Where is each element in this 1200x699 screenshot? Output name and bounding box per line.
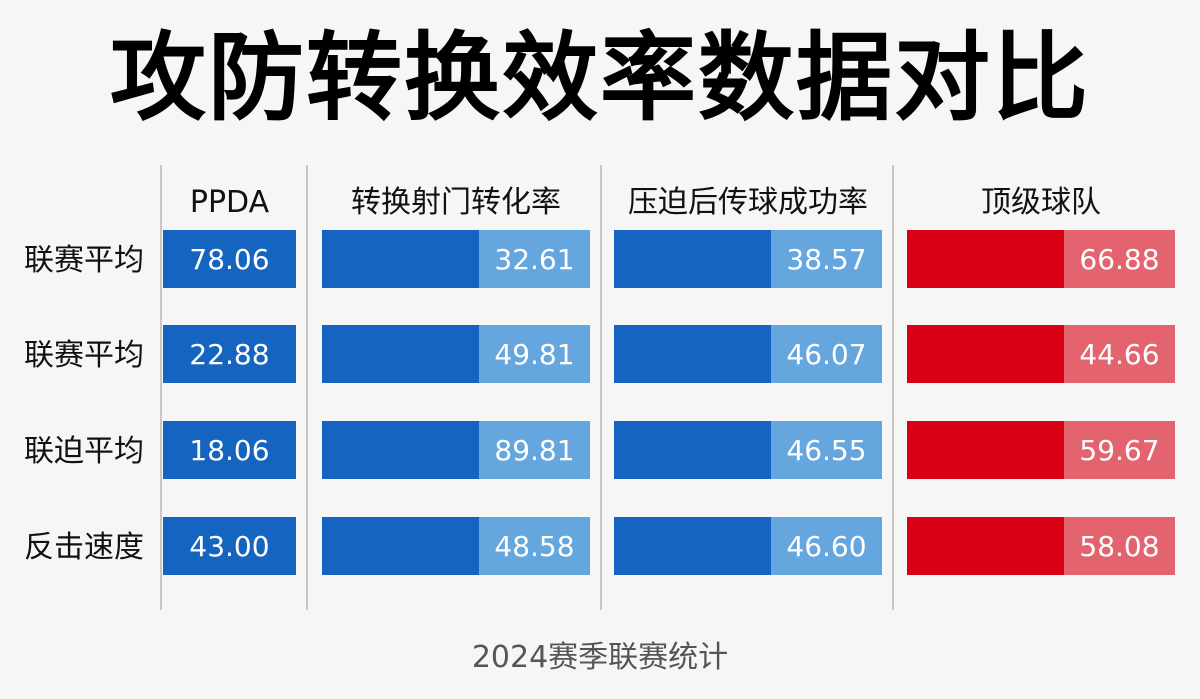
bar-segment-light — [1064, 230, 1175, 288]
bar-segment-dark — [163, 421, 296, 479]
bar-segment-light — [479, 325, 590, 383]
bar-segment-dark — [907, 421, 1064, 479]
bar-segment-dark — [614, 230, 771, 288]
value-label: 43.00 — [189, 530, 269, 563]
row-label: 联赛平均 — [24, 338, 144, 373]
bar-segment-dark — [163, 517, 296, 575]
row-label: 联赛平均 — [24, 243, 144, 278]
value-label: 38.57 — [786, 243, 866, 276]
value-label: 46.07 — [786, 338, 866, 371]
bar-segment-dark — [614, 517, 771, 575]
bar-segment-dark — [614, 325, 771, 383]
bar-segment-light — [479, 421, 590, 479]
bar-segment-dark — [907, 230, 1064, 288]
bar-segment-dark — [907, 325, 1064, 383]
value-label: 59.67 — [1079, 434, 1159, 467]
value-label: 46.55 — [786, 434, 866, 467]
bar-segment-dark — [322, 325, 479, 383]
chart-footer: 2024赛季联赛统计 — [471, 640, 729, 675]
value-label: 18.06 — [189, 434, 269, 467]
row-label: 联迫平均 — [24, 434, 144, 469]
bar-segment-dark — [163, 325, 296, 383]
value-label: 48.58 — [494, 530, 574, 563]
bar-segment-light — [771, 230, 882, 288]
bar-segment-dark — [322, 517, 479, 575]
value-label: 89.81 — [494, 434, 574, 467]
bar-segment-light — [1064, 325, 1175, 383]
bar-segment-dark — [614, 421, 771, 479]
bar-segment-dark — [163, 230, 296, 288]
value-label: 49.81 — [494, 338, 574, 371]
column-header: 压迫后传球成功率 — [628, 185, 868, 220]
value-label: 66.88 — [1079, 243, 1159, 276]
row-label: 反击速度 — [24, 530, 144, 565]
bar-segment-dark — [907, 517, 1064, 575]
bar-segment-dark — [322, 230, 479, 288]
bar-segment-light — [771, 421, 882, 479]
value-label: 58.08 — [1079, 530, 1159, 563]
value-label: 78.06 — [189, 243, 269, 276]
column-header: 转换射门转化率 — [351, 185, 561, 220]
bar-segment-light — [771, 325, 882, 383]
bar-segment-light — [1064, 421, 1175, 479]
value-label: 44.66 — [1079, 338, 1159, 371]
value-label: 46.60 — [786, 530, 866, 563]
bar-segment-light — [479, 517, 590, 575]
bar-segment-light — [771, 517, 882, 575]
chart-title: 攻防转换效率数据对比 — [110, 22, 1090, 134]
column-header: PPDA — [190, 185, 270, 220]
bar-segment-dark — [322, 421, 479, 479]
bar-segment-light — [1064, 517, 1175, 575]
value-label: 22.88 — [189, 338, 269, 371]
bar-segment-light — [479, 230, 590, 288]
value-label: 32.61 — [494, 243, 574, 276]
column-header: 顶级球队 — [981, 185, 1101, 220]
